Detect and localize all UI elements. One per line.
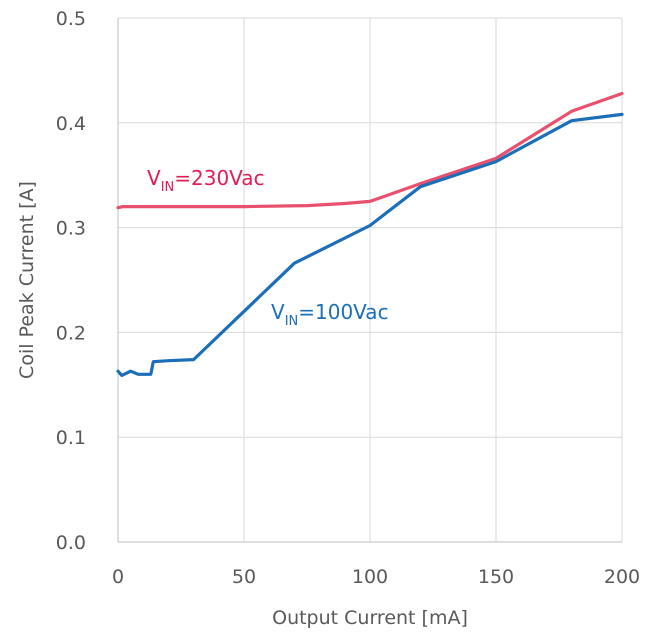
grid: [118, 17, 623, 542]
series-label-100vac: VIN=100Vac: [271, 300, 389, 329]
x-axis-title: Output Current [mA]: [272, 607, 468, 629]
y-axis-title: Coil Peak Current [A]: [16, 181, 38, 379]
series-line-100vac: [116, 112, 624, 377]
y-tick-label: 0.3: [56, 218, 86, 240]
series-label-230vac: VIN=230Vac: [147, 166, 265, 195]
x-tick-label: 50: [232, 566, 256, 588]
axes: [117, 18, 622, 543]
y-tick-label: 0.0: [56, 532, 86, 554]
series-line-230vac: [116, 91, 624, 210]
x-tick-label: 100: [352, 566, 388, 588]
y-tick-label: 0.1: [56, 427, 86, 449]
tick-labels: 0 50 100 150 200 0.0 0.1 0.2 0.3 0.4 0.5: [56, 8, 640, 588]
series-lines: [116, 91, 624, 377]
x-tick-label: 200: [604, 566, 640, 588]
x-tick-label: 0: [112, 566, 124, 588]
y-tick-label: 0.2: [56, 322, 86, 344]
y-tick-label: 0.5: [56, 8, 86, 30]
y-tick-label: 0.4: [56, 113, 86, 135]
x-tick-label: 150: [478, 566, 514, 588]
